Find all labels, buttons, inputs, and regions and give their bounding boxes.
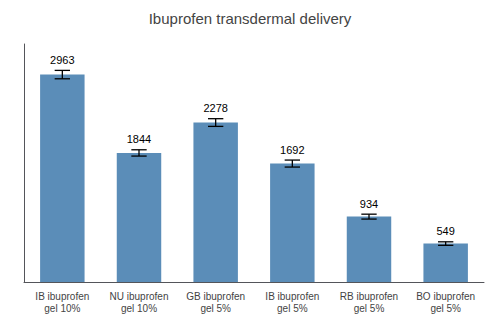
svg-text:Ibuprofen transdermal delivery: Ibuprofen transdermal delivery: [149, 10, 352, 27]
svg-text:gel 10%: gel 10%: [44, 303, 80, 314]
svg-text:IB ibuprofen: IB ibuprofen: [35, 291, 89, 302]
svg-text:gel 5%: gel 5%: [430, 303, 461, 314]
svg-text:2278: 2278: [203, 102, 227, 114]
svg-text:gel 5%: gel 5%: [277, 303, 308, 314]
svg-text:NU ibuprofen: NU ibuprofen: [110, 291, 169, 302]
svg-text:549: 549: [436, 225, 454, 237]
svg-text:gel 10%: gel 10%: [121, 303, 157, 314]
svg-text:RB ibuprofen: RB ibuprofen: [340, 291, 398, 302]
svg-text:IB ibuprofen: IB ibuprofen: [265, 291, 319, 302]
svg-text:gel 5%: gel 5%: [200, 303, 231, 314]
svg-text:1692: 1692: [280, 144, 304, 156]
svg-text:934: 934: [360, 198, 378, 210]
svg-text:gel 5%: gel 5%: [354, 303, 385, 314]
svg-text:1844: 1844: [127, 133, 151, 145]
svg-text:GB ibuprofen: GB ibuprofen: [186, 291, 245, 302]
svg-text:2963: 2963: [50, 54, 74, 66]
svg-text:BO ibuprofen: BO ibuprofen: [416, 291, 475, 302]
